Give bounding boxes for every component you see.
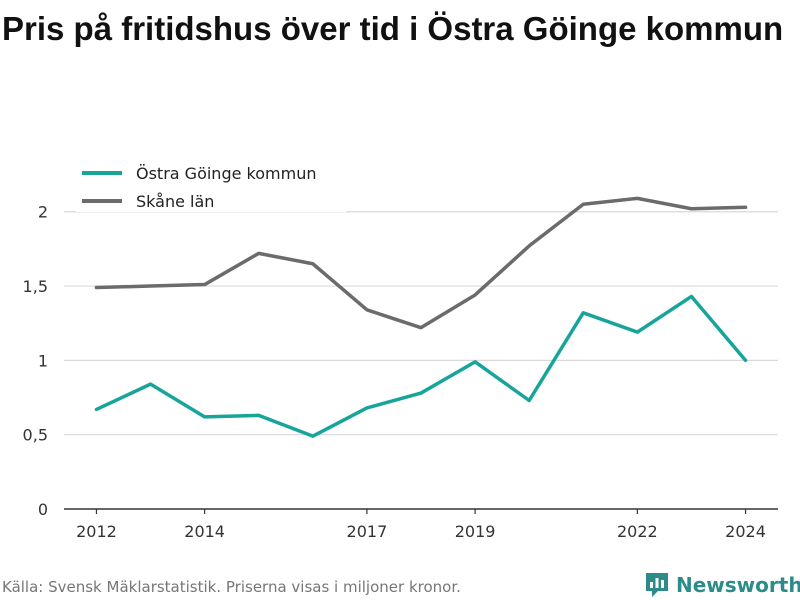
y-tick-label: 0,5 bbox=[23, 426, 48, 445]
grid-lines bbox=[64, 211, 778, 436]
brand-name: Newsworthy bbox=[676, 573, 800, 597]
x-tick-label: 2024 bbox=[725, 522, 766, 541]
x-tick-label: 2017 bbox=[347, 522, 388, 541]
y-tick-label: 1 bbox=[38, 351, 48, 370]
y-tick-label: 1,5 bbox=[23, 277, 48, 296]
y-axis-tick-labels: 0 0,5 1 1,5 2 bbox=[23, 203, 48, 519]
legend-label: Östra Göinge kommun bbox=[136, 164, 316, 183]
newsworthy-logo: Newsworthy bbox=[644, 570, 800, 600]
series-line bbox=[94, 294, 748, 438]
x-tick-label: 2022 bbox=[617, 522, 658, 541]
x-tick-label: 2019 bbox=[455, 522, 496, 541]
legend-label: Skåne län bbox=[136, 192, 214, 211]
y-tick-label: 0 bbox=[38, 500, 48, 519]
legend: Östra Göinge kommun Skåne län bbox=[76, 160, 346, 212]
x-axis: 2012 2014 2017 2019 2022 2024 bbox=[64, 508, 778, 541]
chart-title: Pris på fritidshus över tid i Östra Göin… bbox=[2, 10, 784, 47]
series-lines bbox=[94, 196, 748, 438]
y-tick-label: 2 bbox=[38, 203, 48, 222]
legend-background bbox=[76, 160, 346, 212]
x-tick-label: 2012 bbox=[76, 522, 117, 541]
series-line bbox=[94, 196, 748, 330]
source-note: Källa: Svensk Mäklarstatistik. Priserna … bbox=[2, 578, 461, 596]
newsworthy-logo-icon bbox=[646, 573, 668, 597]
x-tick-label: 2014 bbox=[184, 522, 225, 541]
